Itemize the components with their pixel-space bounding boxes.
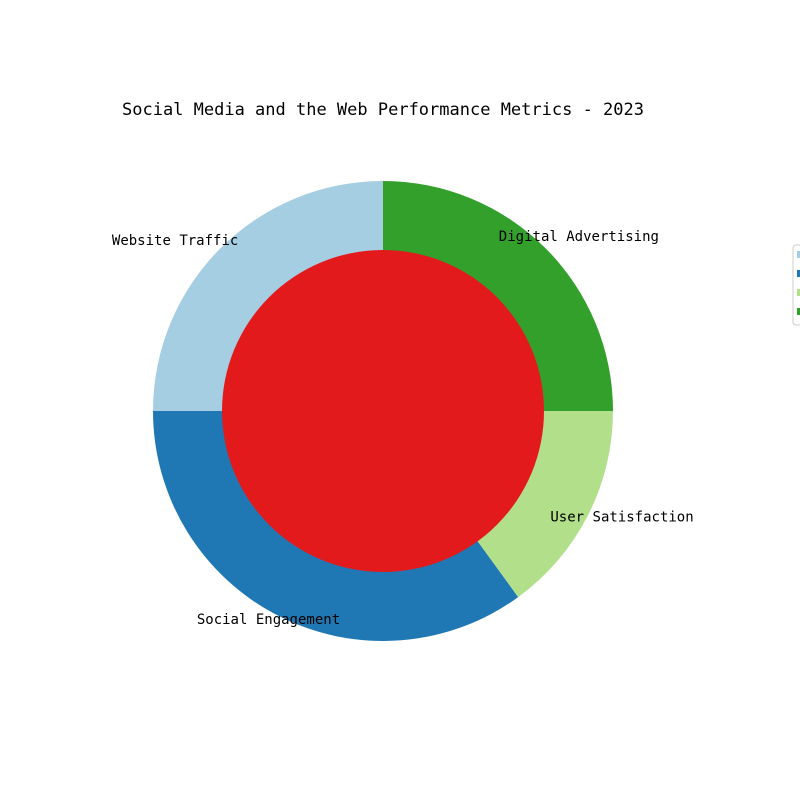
chart-title: Social Media and the Web Performance Met… bbox=[122, 100, 644, 120]
legend-swatch-website-traffic bbox=[797, 251, 800, 258]
slice-label-digital-advertising: Digital Advertising bbox=[499, 229, 659, 245]
legend-swatch-user-satisfaction bbox=[797, 289, 800, 296]
slice-label-social-engagement: Social Engagement bbox=[197, 612, 340, 628]
legend-swatch-social-engagement bbox=[797, 270, 800, 277]
slice-label-website-traffic: Website Traffic bbox=[112, 233, 238, 249]
slice-labels: Website Traffic Social Engagement User Sat… bbox=[112, 229, 694, 628]
slice-label-user-satisfaction: User Satisfaction bbox=[550, 510, 693, 526]
donut-center bbox=[222, 250, 544, 572]
legend-swatch-digital-advertising bbox=[797, 308, 800, 315]
legend-frame bbox=[792, 244, 800, 326]
legend bbox=[792, 244, 800, 326]
